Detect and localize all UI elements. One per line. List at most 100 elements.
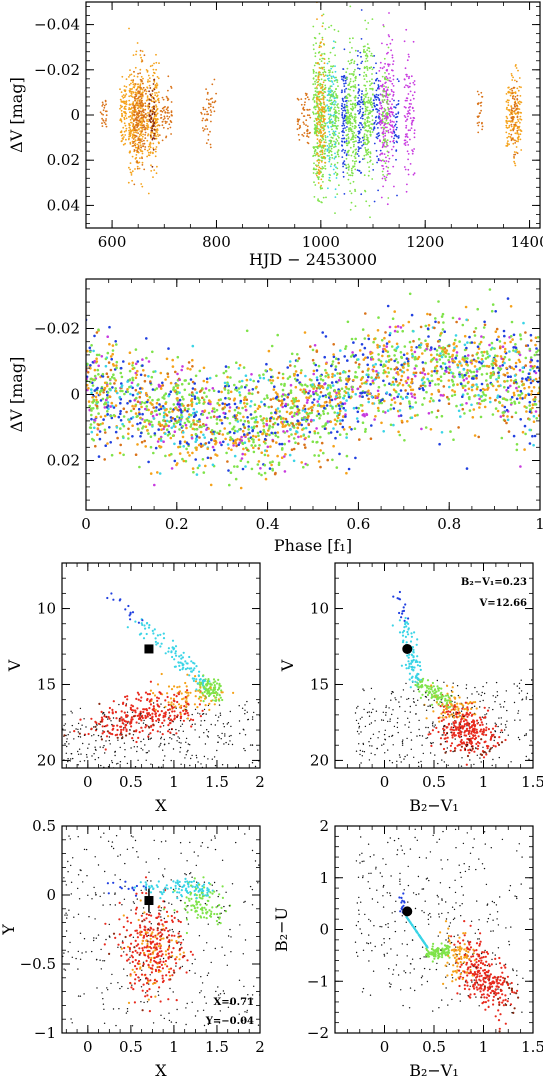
light-curve-point (517, 133, 520, 136)
phase-curve-point (390, 398, 394, 402)
light-curve-point (329, 97, 332, 99)
phase-curve-point (104, 431, 107, 434)
phase-curve-point (358, 394, 362, 398)
phase-curve-point (171, 410, 174, 413)
light-curve-point (319, 143, 321, 146)
light-curve-point (128, 133, 131, 136)
light-curve-point (137, 115, 140, 118)
light-curve-point (328, 130, 331, 133)
light-curve-point (352, 80, 355, 83)
phase-curve-point (151, 414, 155, 418)
phase-curve-point (277, 461, 281, 465)
light-curve-point (322, 114, 325, 117)
light-curve-point (340, 75, 343, 78)
light-curve-point (408, 75, 410, 78)
phase-curve-point (212, 415, 216, 418)
light-curve-point (372, 169, 375, 171)
light-curve-point (520, 130, 523, 133)
light-curve-point (381, 141, 384, 144)
light-curve-point (149, 135, 152, 137)
phase-curve-point (340, 387, 344, 391)
light-curve-point (513, 103, 516, 106)
phase-curve-point (171, 434, 175, 438)
light-curve-point (403, 139, 406, 142)
light-curve-point (347, 136, 350, 139)
light-curve-point (321, 57, 324, 60)
phase-curve-point (475, 368, 479, 371)
light-curve-point (133, 149, 136, 151)
light-curve-point (306, 132, 309, 135)
phase-curve-point (178, 403, 182, 406)
light-curve-point (143, 125, 146, 128)
phase-curve-point (97, 373, 100, 376)
light-curve-point (410, 103, 412, 105)
light-curve-point (361, 117, 364, 120)
light-curve-point (363, 133, 366, 136)
phase-curve-point (399, 378, 403, 382)
light-curve-point (334, 106, 336, 109)
light-curve-point (357, 90, 360, 93)
phase-curve-point (134, 362, 138, 366)
light-curve-point (167, 109, 169, 112)
light-curve-point (518, 129, 520, 131)
phase-curve-point (503, 355, 507, 359)
light-curve-point (201, 119, 204, 122)
phase-curve-point (244, 446, 248, 450)
light-curve-point (170, 87, 173, 89)
light-curve-point (132, 106, 135, 108)
phase-curve-point (93, 368, 97, 372)
phase-curve-point (424, 339, 427, 343)
light-curve-point (319, 153, 322, 156)
phase-curve-point (475, 376, 478, 380)
phase-curve-point (464, 305, 468, 309)
light-curve-point (206, 113, 209, 116)
phase-curve-point (271, 425, 275, 429)
light-curve-point (370, 87, 373, 90)
light-curve-point (341, 103, 343, 105)
light-curve-point (152, 142, 155, 145)
phase-curve-point (212, 407, 216, 411)
light-curve-point (320, 45, 322, 48)
phase-curve-point (167, 394, 170, 398)
light-curve-point (386, 170, 389, 173)
phase-curve-point (488, 288, 492, 291)
light-curve-point (376, 122, 379, 124)
light-curve-point (371, 115, 374, 117)
light-curve-point (361, 107, 364, 110)
phase-curve-point (401, 324, 405, 327)
light-curve-point (303, 109, 305, 111)
light-curve-point (393, 99, 395, 102)
light-curve-point (153, 137, 156, 140)
light-curve-point (209, 114, 212, 116)
phase-curve-point (247, 428, 250, 431)
light-curve-point (351, 136, 354, 139)
light-curve-point (392, 93, 395, 96)
light-curve-point (361, 136, 364, 139)
phase-curve-point (276, 454, 279, 458)
phase-curve-point (509, 398, 512, 401)
phase-curve-point (247, 392, 251, 395)
phase-curve-point (303, 331, 307, 334)
phase-curve-point (165, 428, 169, 432)
phase-curve-point (528, 375, 532, 379)
light-curve-point (314, 90, 317, 93)
light-curve-point (317, 145, 320, 147)
light-curve-point (411, 149, 413, 152)
phase-curve-point (342, 397, 346, 400)
light-curve-point (391, 56, 394, 59)
light-curve-point (321, 166, 324, 168)
phase-curve-point (274, 434, 278, 437)
phase-curve-point (229, 436, 232, 439)
phase-curve-point (270, 381, 273, 385)
light-curve-point (345, 105, 347, 108)
light-curve-point (351, 122, 354, 125)
phase-curve-point (109, 441, 112, 444)
phase-curve-point (447, 397, 451, 401)
phase-curve-point (315, 441, 318, 444)
phase-curve-point (94, 444, 97, 448)
light-curve-point (119, 107, 121, 110)
light-curve-point (303, 123, 305, 125)
phase-curve-point (282, 417, 285, 420)
phase-curve-point (383, 347, 386, 351)
light-curve-point (321, 66, 324, 69)
